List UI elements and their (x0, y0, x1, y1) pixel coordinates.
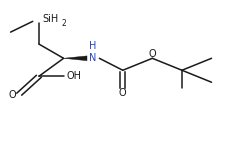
Text: O: O (149, 49, 156, 59)
Text: O: O (9, 90, 16, 100)
Text: 2: 2 (61, 19, 66, 28)
Text: SiH: SiH (42, 14, 58, 24)
Text: N: N (90, 53, 97, 63)
Text: O: O (119, 88, 126, 98)
Text: H: H (90, 41, 97, 51)
Polygon shape (63, 56, 87, 61)
Text: OH: OH (67, 71, 82, 81)
